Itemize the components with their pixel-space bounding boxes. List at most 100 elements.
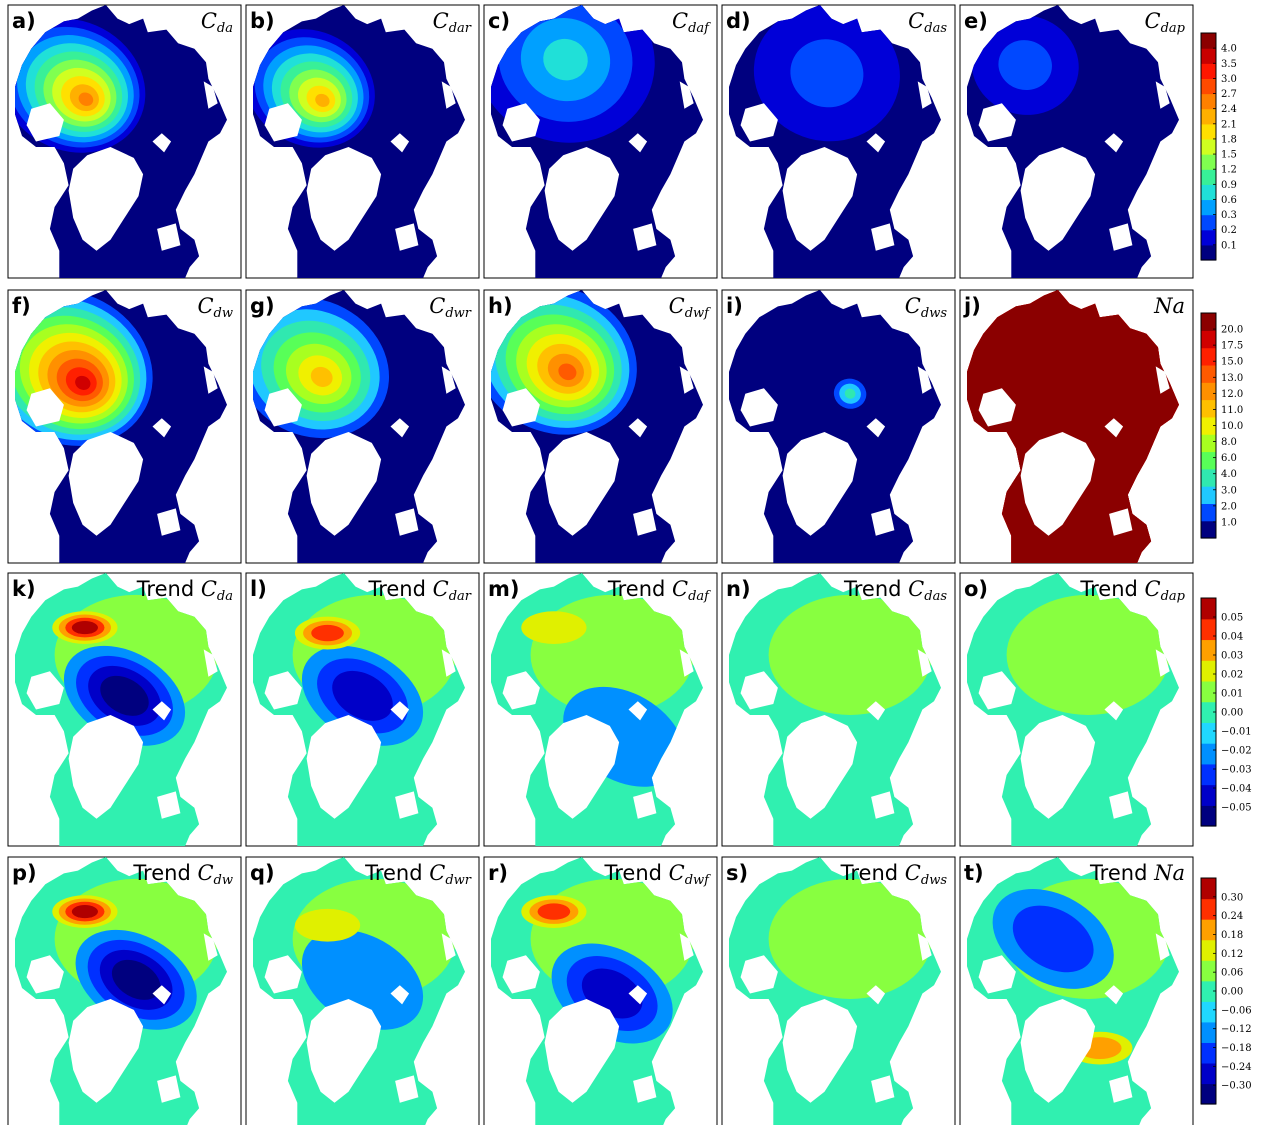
island-landmask <box>978 955 1016 994</box>
map-panel-a: a) Cda <box>7 4 242 279</box>
map-panel-g: g) Cdwr <box>245 289 480 564</box>
contour-band <box>998 40 1052 91</box>
map-panel-e: e) Cdap <box>959 4 1194 279</box>
panel-title: Cdwf <box>669 294 712 321</box>
island-landmask <box>1109 508 1133 536</box>
colorbar-swatch <box>1201 313 1216 331</box>
map-field <box>491 857 703 1125</box>
island-landmask <box>927 736 937 754</box>
island-landmask <box>689 1020 699 1038</box>
greenland-landmask <box>782 432 858 536</box>
contour-band <box>790 39 864 108</box>
colorbar-swatch <box>1201 93 1216 110</box>
panel-letter: m) <box>488 577 519 601</box>
title-subscript: das <box>924 589 947 604</box>
title-symbol: Na <box>1153 294 1185 318</box>
colorbar-swatch <box>1201 416 1216 435</box>
title-subscript: das <box>924 21 947 36</box>
colorbar-tick-label: 3.0 <box>1221 74 1237 85</box>
island-landmask <box>395 508 419 536</box>
colorbar-tick-label: 1.2 <box>1221 165 1237 176</box>
island-landmask <box>1165 1020 1175 1038</box>
island-landmask <box>390 985 410 1005</box>
island-landmask <box>26 671 64 710</box>
island-landmask <box>502 388 540 427</box>
colorbar-tick-label: 1.8 <box>1221 134 1237 145</box>
colorbar-swatch <box>1201 722 1216 744</box>
map-panel-s: s) Trend Cdws <box>721 856 956 1125</box>
colorbar-row-4: −0.30 −0.24 −0.18 −0.12 −0.06 0.00 0.06 0.12 0.1… <box>1200 877 1252 1105</box>
greenland-landmask <box>1020 715 1096 819</box>
colorbar-tick-label: 0.00 <box>1221 708 1243 719</box>
colorbar-swatch <box>1201 1083 1216 1105</box>
colorbar-swatch <box>1201 123 1216 140</box>
contour-band <box>310 366 333 387</box>
greenland-landmask <box>544 147 620 251</box>
map-panel-o: o) Trend Cdap <box>959 572 1194 847</box>
colorbar-tick-label: −0.02 <box>1221 746 1252 757</box>
greenland-landmask <box>1020 432 1096 536</box>
colorbar-swatch <box>1201 898 1216 920</box>
colorbar-tick-label: 8.0 <box>1221 437 1237 448</box>
colorbar-tick-label: 0.1 <box>1221 240 1237 251</box>
panel-title: Cdar <box>433 9 472 36</box>
island-landmask <box>917 366 932 394</box>
colorbar-swatch <box>1201 919 1216 941</box>
colorbar-swatch <box>1201 680 1216 703</box>
island-landmask <box>441 933 456 961</box>
island-landmask <box>451 1020 461 1038</box>
contour-band <box>71 905 98 919</box>
colorbar-tick-label: 0.9 <box>1221 180 1237 191</box>
island-landmask <box>26 388 64 427</box>
title-subscript: dw <box>214 306 233 321</box>
panel-letter: f) <box>12 294 31 318</box>
colorbar-tick-label: 2.4 <box>1221 104 1237 115</box>
colorbar-tick-label: 0.05 <box>1221 613 1243 624</box>
greenland-landmask <box>68 147 144 251</box>
panel-letter: e) <box>964 9 988 33</box>
island-landmask <box>157 791 181 819</box>
colorbar-tick-label: 0.12 <box>1221 949 1243 960</box>
contour-band <box>768 594 932 715</box>
contour-band <box>75 375 91 390</box>
colorbar-tick-label: −0.04 <box>1221 784 1252 795</box>
colorbar-swatch <box>1201 330 1216 349</box>
colorbar-tick-label: −0.01 <box>1221 727 1252 738</box>
island-landmask <box>502 955 540 994</box>
title-subscript: dws <box>921 306 947 321</box>
panel-title: Trend Cdap <box>1079 577 1185 604</box>
title-prefix: Trend <box>843 577 908 601</box>
map-panel-b: b) Cdar <box>245 4 480 279</box>
colorbar-swatch <box>1201 878 1216 900</box>
title-symbol: C <box>908 577 924 601</box>
panel-title: Trend Na <box>1089 861 1185 885</box>
panel-letter: l) <box>250 577 267 601</box>
island-landmask <box>157 1075 181 1103</box>
island-landmask <box>679 649 694 677</box>
colorbar-frame <box>1200 32 1217 261</box>
colorbar-swatch <box>1201 48 1216 64</box>
panel-letter: i) <box>726 294 743 318</box>
island-landmask <box>917 649 932 677</box>
contour-band <box>844 388 856 399</box>
greenland-landmask <box>68 715 144 819</box>
colorbar-swatch <box>1201 451 1216 470</box>
colorbar-tick-label: 0.24 <box>1221 911 1243 922</box>
colorbar-tick-label: −0.24 <box>1221 1062 1252 1073</box>
panel-title: Trend Cda <box>136 577 233 604</box>
colorbar-swatch <box>1201 743 1216 765</box>
colorbar-swatch <box>1201 939 1216 961</box>
contour-band <box>558 363 577 381</box>
panel-title: Trend Cdas <box>843 577 947 604</box>
colorbar-swatch <box>1201 520 1216 539</box>
island-landmask <box>871 1075 895 1103</box>
title-symbol: C <box>1145 577 1161 601</box>
greenland-landmask <box>306 147 382 251</box>
colorbar-tick-label: 0.30 <box>1221 892 1243 903</box>
map-panel-h: h) Cdwf <box>483 289 718 564</box>
colorbar-tick-label: 3.5 <box>1221 59 1237 70</box>
island-landmask <box>451 736 461 754</box>
contour-band <box>78 92 94 106</box>
colorbar-tick-label: 2.0 <box>1221 501 1237 512</box>
title-prefix: Trend <box>364 861 429 885</box>
